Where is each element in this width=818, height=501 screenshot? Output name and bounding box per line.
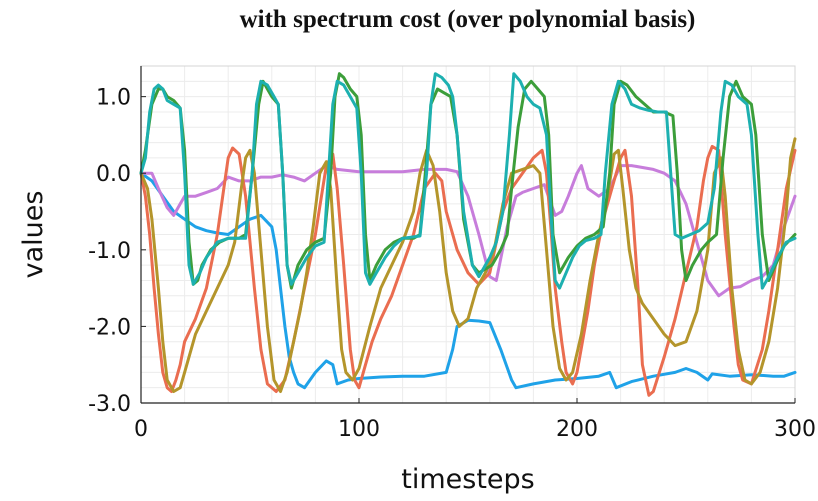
x-axis-label: timesteps [401, 464, 534, 495]
series-line-4 [139, 137, 797, 393]
chart-title: with spectrum cost (over polynomial basi… [239, 6, 696, 33]
series-lines [139, 72, 797, 397]
y-axis-label: values [18, 191, 49, 279]
series-line-3 [139, 144, 797, 397]
series-line-6 [139, 72, 797, 290]
y-tick-label: -3.0 [88, 392, 131, 417]
y-tick-label: -1.0 [88, 239, 131, 264]
y-tick-label: -2.0 [88, 315, 131, 340]
series-line-1 [139, 171, 797, 390]
x-tick-label: 300 [774, 417, 816, 442]
x-tick-label: 0 [134, 417, 148, 442]
axes [140, 66, 796, 404]
x-tick-label: 200 [556, 417, 598, 442]
y-tick-label: 1.0 [96, 86, 131, 111]
series-line-5 [139, 72, 797, 290]
y-tick-label: 0.0 [96, 162, 131, 187]
x-tick-label: 100 [338, 417, 380, 442]
tick-labels: 0 100 200 300 1.0 0.0 -1.0 -2.0 -3.0 [88, 86, 816, 442]
